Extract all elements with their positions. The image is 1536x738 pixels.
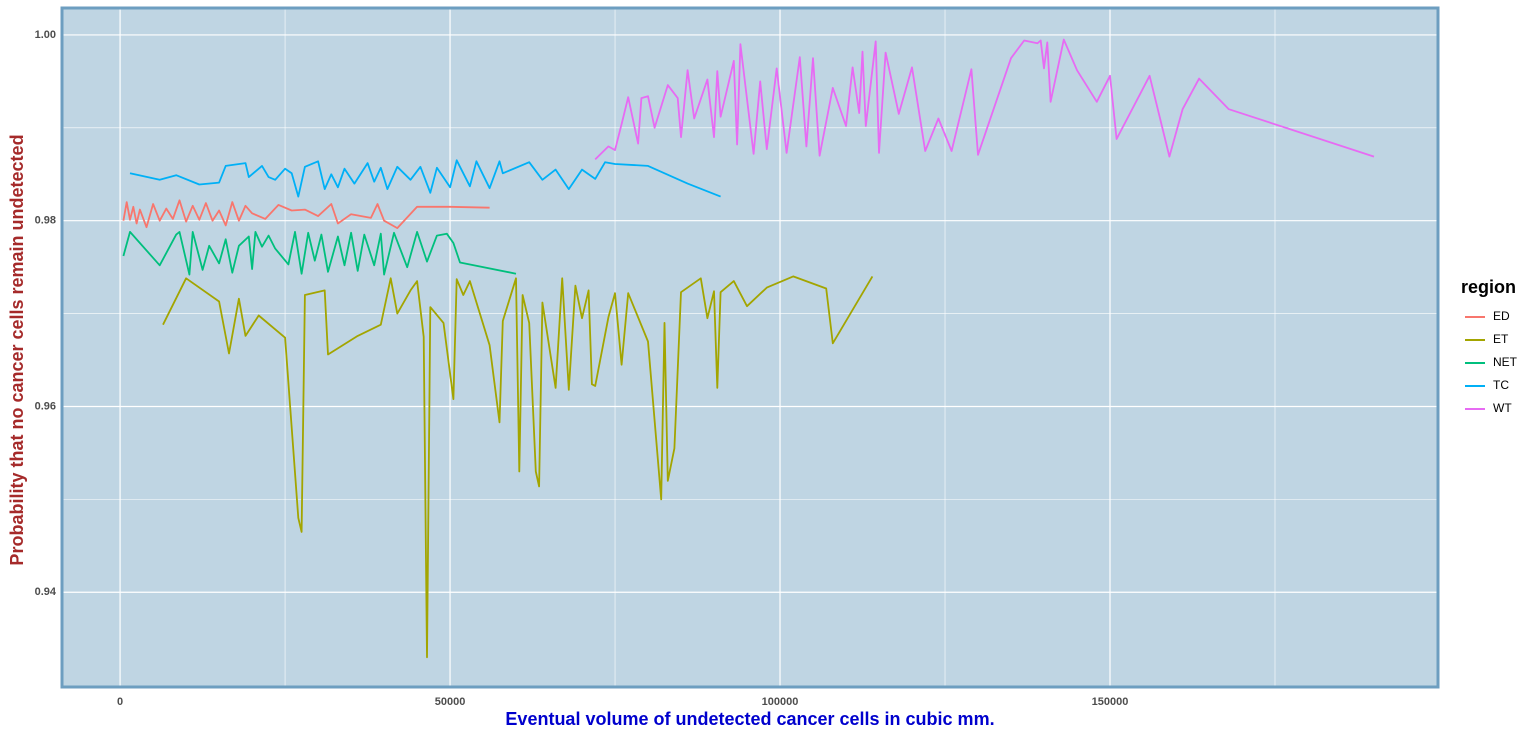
series-line — [162, 275, 874, 659]
legend-title: region — [1461, 277, 1516, 297]
series-line — [129, 159, 721, 198]
x-tick-label: 150000 — [1092, 696, 1129, 708]
series-line — [122, 199, 490, 229]
legend-label: ED — [1493, 309, 1510, 323]
y-axis-title: Probability that no cancer cells remain … — [7, 134, 27, 565]
series-line — [122, 231, 517, 276]
y-tick-label: 1.00 — [35, 29, 56, 41]
legend-label: ET — [1493, 332, 1509, 346]
y-tick-label: 0.98 — [35, 215, 56, 227]
x-tick-label: 0 — [117, 696, 123, 708]
legend-label: TC — [1493, 378, 1509, 392]
lines — [122, 38, 1375, 659]
x-tick-label: 50000 — [435, 696, 466, 708]
x-axis-title: Eventual volume of undetected cancer cel… — [505, 709, 994, 729]
panel-border — [60, 6, 1440, 689]
x-tick-label: 100000 — [762, 696, 799, 708]
y-tick-label: 0.96 — [35, 400, 56, 412]
legend-label: NET — [1493, 355, 1518, 369]
y-tick-label: 0.94 — [35, 586, 57, 598]
series-line — [594, 38, 1375, 161]
grid — [62, 8, 1438, 687]
legend-label: WT — [1493, 401, 1512, 415]
